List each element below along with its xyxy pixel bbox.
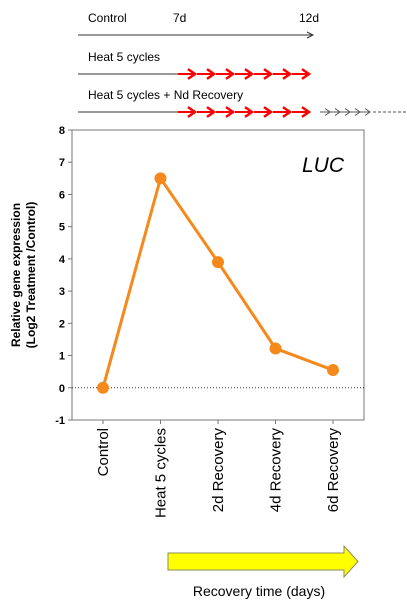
y-tick-label: 0: [59, 383, 65, 395]
schema-marker-12d: 12d: [299, 11, 319, 25]
chart-title: LUC: [302, 154, 345, 177]
heat-chevron: [206, 68, 217, 80]
x-tick-label: 4d Recovery: [268, 428, 285, 513]
y-axis-label-line2: (Log2 Treatment /Control): [24, 202, 38, 349]
data-point: [97, 381, 109, 394]
schema-control-arrowhead: [306, 31, 315, 39]
schema-heat-arrows: [178, 68, 312, 80]
data-points: [97, 172, 339, 394]
y-axis-label-line1: Relative gene expression: [9, 203, 23, 347]
data-point: [269, 342, 282, 355]
x-tick-label: Control: [95, 428, 112, 476]
y-tick-label: 2: [59, 318, 65, 330]
y-axis-label: Relative gene expression (Log2 Treatment…: [9, 202, 38, 349]
recovery-heat-chevron: [206, 106, 217, 118]
x-tick-label: 2d Recovery: [210, 428, 227, 513]
x-tick-label: Heat 5 cycles: [153, 428, 170, 518]
recovery-heat-chevron: [225, 106, 236, 118]
schema-recovery-grey-arrows: [320, 108, 371, 116]
y-axis: -1 0 1 2 3 4 5 6 7 8: [55, 125, 72, 427]
y-tick-label: -1: [55, 415, 65, 427]
recovery-heat-chevron: [244, 106, 255, 118]
recovery-heat-chevron: [263, 106, 274, 118]
heat-chevron: [225, 68, 236, 80]
heat-chevron: [263, 68, 274, 80]
recovery-grey-chevron: [364, 108, 371, 116]
recovery-time-label: Recovery time (days): [193, 583, 325, 599]
recovery-heat-chevron: [301, 106, 312, 118]
schema-recovery-heat-arrows: [178, 106, 312, 118]
recovery-time-arrow: [167, 544, 359, 579]
data-point: [212, 256, 224, 269]
y-tick-label: 3: [59, 286, 65, 298]
x-axis: Control Heat 5 cycles 2d Recovery 4d Recove…: [95, 420, 342, 518]
heat-chevron: [282, 68, 293, 80]
series-line: [101, 174, 334, 389]
x-tick-label: 6d Recovery: [325, 428, 342, 513]
recovery-heat-chevron: [282, 106, 293, 118]
schema-row-recovery-label: Heat 5 cycles + Nd Recovery: [88, 88, 243, 102]
chart: -1 0 1 2 3 4 5 6 7 8 Control Heat 5 cycles 2d Recov…: [9, 125, 365, 518]
treatment-schema: Control 7d 12d Heat 5 cycles Heat 5 cycl…: [78, 11, 407, 118]
data-point: [327, 364, 339, 377]
y-tick-label: 5: [59, 222, 65, 234]
recovery-heat-chevron: [187, 106, 198, 118]
y-tick-label: 6: [59, 189, 65, 201]
heat-chevron: [301, 68, 312, 80]
y-tick-label: 1: [59, 351, 65, 363]
data-point: [154, 172, 167, 185]
schema-row-heat-label: Heat 5 cycles: [88, 50, 160, 64]
y-tick-label: 8: [59, 125, 65, 137]
schema-row-control-label: Control: [88, 11, 127, 25]
heat-chevron: [244, 68, 255, 80]
heat-chevron: [187, 68, 198, 80]
recovery-time-indicator: Recovery time (days): [167, 544, 359, 599]
y-tick-label: 7: [59, 157, 65, 169]
schema-marker-7d: 7d: [173, 11, 186, 25]
y-tick-label: 4: [59, 254, 66, 266]
